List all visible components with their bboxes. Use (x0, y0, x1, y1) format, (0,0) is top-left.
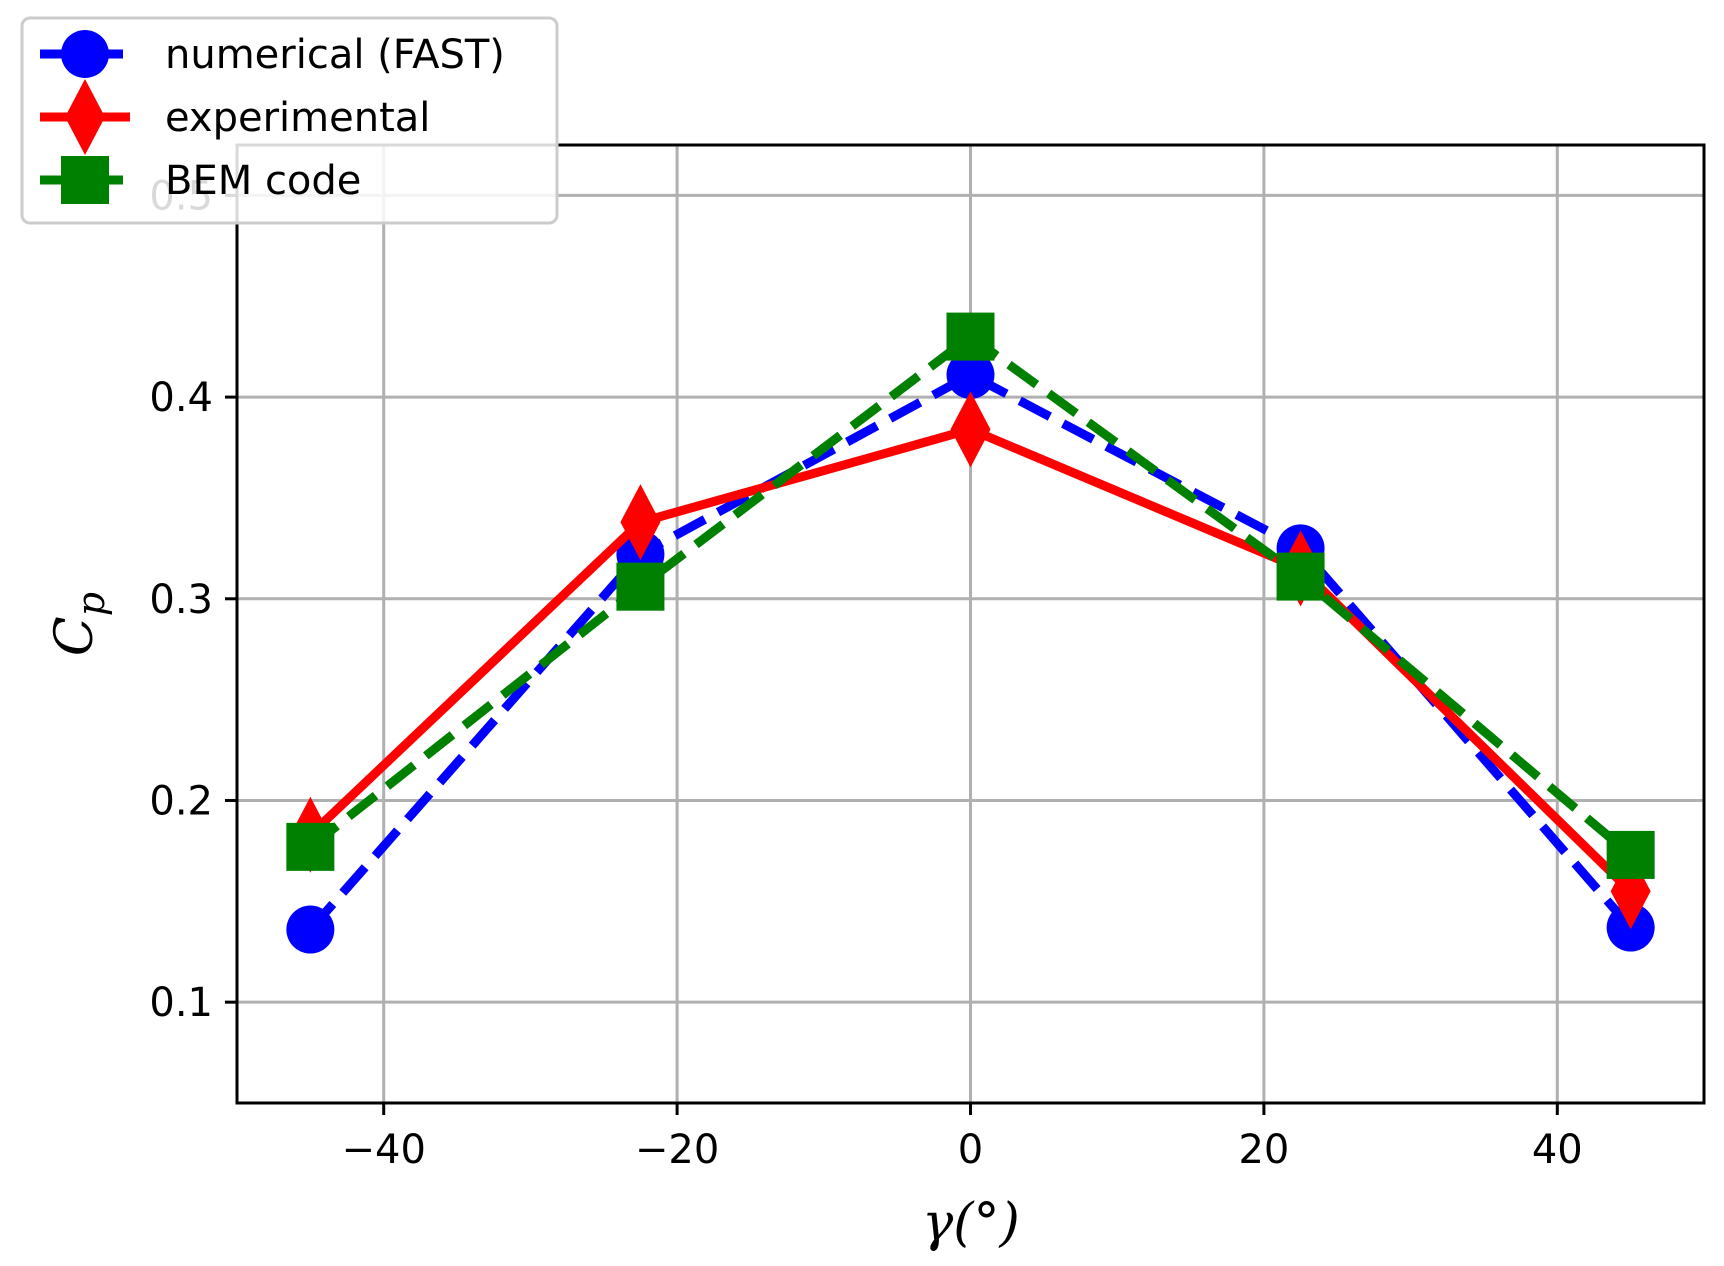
x-tick-label: 40 (1532, 1127, 1583, 1173)
y-axis-label-sub: p (69, 592, 113, 616)
legend: numerical (FAST) experimental BEM code (20, 16, 559, 225)
legend-marker (61, 30, 109, 78)
legend-entry-experimental: experimental (40, 79, 430, 155)
legend-label: BEM code (165, 158, 361, 204)
y-axis-label: Cp (45, 592, 113, 656)
legend-frame (20, 16, 559, 225)
data-point-bem-code (1606, 830, 1655, 879)
series-bem-code (286, 312, 1655, 879)
data-point-experimental (950, 391, 991, 468)
data-point-bem-code (616, 562, 665, 611)
data-point-bem-code (286, 822, 335, 871)
data-point-experimental (620, 484, 661, 561)
y-tick-label: 0.3 (149, 577, 213, 623)
grid (237, 145, 1704, 1103)
y-tick-label: 0.1 (149, 980, 213, 1026)
data-point-numerical-fast (286, 905, 335, 954)
legend-label: experimental (165, 95, 430, 141)
data-point-numerical-fast (946, 350, 995, 399)
legend-entry-numerical-fast: numerical (FAST) (40, 30, 505, 78)
x-tick-label: 20 (1238, 1127, 1289, 1173)
series-layer (286, 312, 1655, 954)
legend-marker (65, 79, 105, 155)
legend-marker (61, 156, 109, 204)
y-tick-label: 0.2 (149, 778, 213, 824)
x-tick-label: −40 (341, 1127, 425, 1173)
legend-label: numerical (FAST) (165, 32, 505, 78)
x-axis-label: γ(°) (922, 1193, 1020, 1253)
legend-entry-bem-code: BEM code (40, 156, 361, 204)
x-tick-label: 0 (958, 1127, 983, 1173)
y-axis-label-main: C (45, 616, 105, 656)
y-tick-label: 0.4 (149, 375, 213, 421)
data-point-bem-code (946, 312, 995, 361)
legend-entries: numerical (FAST) experimental BEM code (40, 30, 505, 204)
data-point-bem-code (1276, 552, 1325, 601)
x-tick-label: −20 (635, 1127, 719, 1173)
